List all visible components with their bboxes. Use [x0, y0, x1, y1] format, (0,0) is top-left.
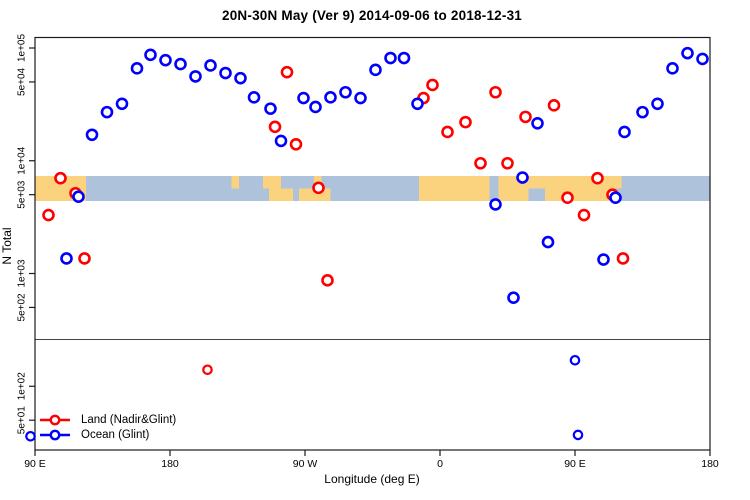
data-point-land: [289, 137, 303, 151]
x-tick-label: 90 E: [564, 458, 586, 470]
legend-item-ocean: Ocean (Glint): [38, 427, 176, 442]
data-point-land: [501, 156, 514, 170]
data-point-ocean: [204, 59, 217, 72]
data-point-ocean: [507, 291, 520, 305]
data-point-ocean: [618, 125, 631, 139]
data-point-ocean: [597, 253, 610, 266]
x-axis-title: Longitude (deg E): [324, 472, 420, 486]
data-point-land: [280, 65, 294, 79]
y-tick-label: 5e+04: [17, 67, 28, 96]
x-tick-label: 180: [701, 458, 719, 470]
data-point-ocean: [666, 62, 679, 75]
data-point-ocean: [531, 116, 544, 130]
x-tick-label: 90 E: [24, 458, 46, 470]
data-point-ocean: [681, 46, 694, 60]
data-point-ocean: [60, 252, 73, 265]
legend-item-land: Land (Nadir&Glint): [38, 412, 176, 427]
data-point-ocean: [264, 102, 277, 115]
data-point-ocean: [569, 354, 581, 366]
data-point-ocean: [115, 97, 129, 111]
data-point-land: [459, 115, 472, 129]
map-band-land-segment: [609, 176, 622, 189]
data-point-ocean: [516, 171, 529, 184]
y-tick-label: 5e+01: [17, 406, 28, 435]
data-point-ocean: [636, 105, 649, 119]
data-point-ocean: [572, 429, 584, 441]
data-point-land: [547, 99, 561, 112]
data-point-ocean: [247, 91, 261, 104]
legend-label-ocean: Ocean (Glint): [81, 428, 150, 441]
data-point-ocean: [609, 191, 622, 205]
data-point-land: [561, 191, 574, 205]
y-tick-label: 5e+02: [17, 293, 28, 322]
data-point-ocean: [411, 97, 424, 111]
data-point-ocean: [297, 91, 310, 105]
data-point-ocean: [274, 134, 288, 148]
data-point-land: [42, 208, 55, 222]
y-tick-label: 1e+04: [17, 146, 28, 175]
data-point-land: [426, 78, 439, 92]
data-point-land: [202, 364, 213, 376]
data-point-ocean: [489, 198, 502, 211]
data-point-ocean: [189, 70, 202, 83]
data-point-ocean: [85, 128, 99, 142]
x-tick-label: 180: [161, 458, 179, 470]
data-point-land: [489, 85, 502, 99]
data-point-land: [78, 252, 91, 265]
data-point-land: [441, 125, 454, 139]
data-point-ocean: [324, 91, 337, 104]
data-point-ocean: [309, 100, 322, 114]
y-axis-title: N Total: [0, 227, 14, 265]
data-point-land: [616, 252, 630, 265]
data-point-land: [54, 171, 67, 185]
data-point-ocean: [651, 97, 664, 111]
data-point-land: [474, 156, 487, 170]
data-point-ocean: [100, 105, 114, 119]
data-point-land: [577, 208, 591, 222]
plot-border: [34, 36, 711, 451]
data-point-land: [312, 181, 325, 195]
data-point-ocean: [369, 63, 382, 77]
data-point-ocean: [696, 52, 709, 66]
data-point-ocean: [397, 51, 411, 65]
data-point-ocean: [541, 235, 555, 249]
x-tick-label: 0: [437, 458, 443, 470]
ocean-marker-icon: [40, 429, 70, 440]
data-point-ocean: [174, 57, 187, 71]
y-tick-label: 1e+02: [17, 372, 28, 401]
data-point-ocean: [72, 190, 85, 203]
data-point-land: [519, 110, 532, 124]
data-point-ocean: [25, 430, 36, 442]
data-point-ocean: [144, 48, 157, 62]
data-point-ocean: [384, 51, 397, 65]
data-point-land: [591, 171, 604, 185]
data-point-ocean: [234, 71, 247, 85]
data-point-ocean: [339, 85, 352, 99]
land-marker-icon: [40, 414, 70, 425]
data-point-land: [321, 274, 334, 287]
y-tick-label: 1e+05: [17, 34, 28, 63]
legend-label-land: Land (Nadir&Glint): [81, 413, 177, 426]
y-tick-label: 5e+03: [17, 180, 28, 209]
legend: Land (Nadir&Glint) Ocean (Glint): [38, 412, 176, 442]
map-band-land-segment: [263, 176, 281, 189]
x-tick-label: 90 W: [293, 458, 318, 470]
data-point-ocean: [159, 53, 172, 67]
map-band-land-segment: [269, 188, 293, 201]
data-point-ocean: [219, 66, 232, 80]
y-tick-label: 1e+03: [17, 259, 28, 288]
map-band-land-segment: [419, 176, 490, 201]
data-point-ocean: [130, 62, 144, 75]
data-point-land: [268, 120, 282, 134]
chart-title: 20N-30N May (Ver 9) 2014-09-06 to 2018-1…: [222, 8, 522, 23]
data-point-ocean: [354, 91, 367, 105]
map-band-land-segment: [528, 176, 545, 189]
map-band-land-segment: [231, 176, 239, 189]
